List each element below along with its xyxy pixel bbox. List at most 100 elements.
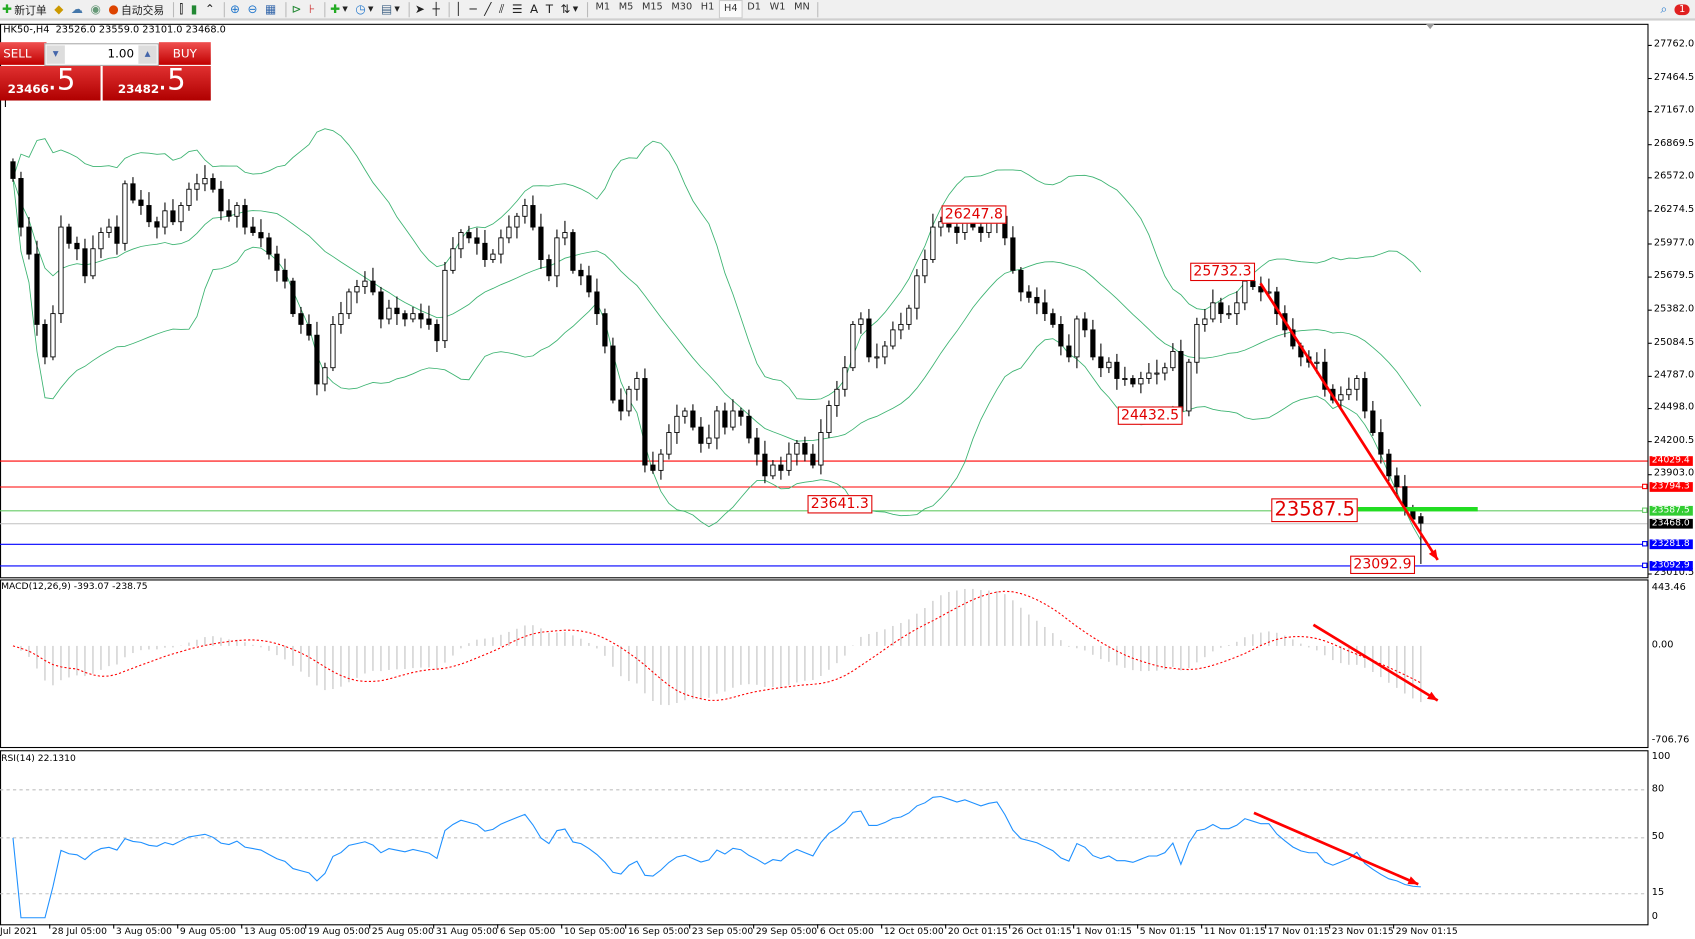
candle <box>930 213 936 263</box>
candle <box>810 444 816 469</box>
timeframe-w1[interactable]: W1 <box>769 2 786 13</box>
timeframe-d1[interactable]: D1 <box>747 2 761 13</box>
candle <box>658 449 664 480</box>
timeframe-m15[interactable]: M15 <box>641 2 663 13</box>
time-axis-label: 20 Oct 01:15 <box>947 926 1008 938</box>
bull-candle-body <box>106 226 112 233</box>
candle <box>866 308 872 363</box>
new-order-button[interactable]: ✚ 新订单 <box>0 1 49 18</box>
text-button[interactable]: A <box>528 1 540 18</box>
time-axis-label: 19 Aug 05:00 <box>307 926 370 938</box>
bear-candle-body <box>394 307 400 315</box>
candle <box>1386 449 1392 482</box>
lot-size-field[interactable]: ▼ 1.00 ▲ <box>44 43 159 66</box>
separator <box>284 1 286 17</box>
sell-button[interactable]: SELL <box>0 42 47 65</box>
bear-candle-body <box>1090 329 1096 358</box>
timeframe-m30[interactable]: M30 <box>671 2 693 13</box>
lot-decrease-button[interactable]: ▼ <box>46 45 65 64</box>
lot-increase-button[interactable]: ▲ <box>138 45 157 64</box>
templates-button[interactable]: ▤ ▾ <box>380 1 400 16</box>
text-label-button[interactable]: T <box>544 1 556 18</box>
cursor-button[interactable]: ➤ <box>413 1 427 18</box>
bull-candle-body <box>490 253 496 260</box>
line-chart-button[interactable]: ⌃ <box>203 1 217 18</box>
bear-candle-body <box>1114 361 1120 379</box>
candle <box>602 308 608 354</box>
candle <box>154 216 160 239</box>
bear-candle-body <box>866 318 872 358</box>
timeframe-h1[interactable]: H1 <box>700 2 715 13</box>
main-pane-frame <box>0 23 1649 579</box>
candle <box>434 319 440 353</box>
arrows-button[interactable]: ⇅ ▾ <box>560 1 579 16</box>
candle <box>466 225 472 244</box>
lot-value[interactable]: 1.00 <box>107 46 135 61</box>
sell-price[interactable]: 23466 .5 <box>0 63 101 101</box>
bull-candle-body <box>338 313 344 325</box>
time-axis-label: 23 Sep 05:00 <box>691 926 754 938</box>
zoom-in-button[interactable]: ⊕ <box>228 1 242 18</box>
search-button[interactable]: ⌕ <box>1658 1 1669 18</box>
auto-trading-button[interactable]: ● 自动交易 <box>106 1 166 18</box>
candle-chart-button[interactable]: ▮ <box>189 1 200 18</box>
bull-candle-body <box>1138 378 1144 385</box>
candle <box>1082 312 1088 338</box>
price-annotation: 23587.5 <box>1271 498 1359 523</box>
fibonacci-button[interactable]: ☰ <box>510 1 525 18</box>
separator <box>172 1 174 17</box>
channel-button[interactable]: ⫽ <box>497 1 507 18</box>
auto-scroll-icon: ⊳ <box>291 1 302 16</box>
candle <box>258 219 264 248</box>
buy-button[interactable]: BUY <box>158 42 211 65</box>
crosshair-button[interactable]: ┼ <box>430 1 441 18</box>
timeframe-m5[interactable]: M5 <box>618 2 634 13</box>
bear-candle-body <box>1394 475 1400 488</box>
timeframe-mn[interactable]: MN <box>794 2 810 13</box>
market-button[interactable]: ◉ <box>88 1 103 18</box>
tile-windows-button[interactable]: ▦ <box>263 1 279 18</box>
bull-candle-body <box>554 237 560 277</box>
candle <box>698 417 704 453</box>
vertical-line-button[interactable]: │ <box>453 1 464 18</box>
bear-candle-body <box>378 291 384 320</box>
chart-shift-button[interactable]: ⊦ <box>307 1 318 18</box>
level-handle <box>1642 562 1648 569</box>
candle <box>1394 467 1400 498</box>
chart-canvas[interactable] <box>0 21 1695 939</box>
candle <box>850 321 856 372</box>
candle <box>1122 366 1128 386</box>
trendline-button[interactable]: ╱ <box>482 1 493 18</box>
signals-button[interactable]: ☁ <box>69 1 85 18</box>
vertical-line-icon: │ <box>454 1 462 16</box>
candle <box>722 402 728 435</box>
sell-price-fraction: .5 <box>47 63 76 98</box>
bear-candle-body <box>306 323 312 336</box>
level-handle <box>1642 507 1648 513</box>
candle <box>138 190 144 215</box>
price-annotation: 23641.3 <box>807 495 873 514</box>
bar-chart-button[interactable]: ⫿ <box>177 1 185 18</box>
candle <box>882 340 888 365</box>
buy-price[interactable]: 23482 .5 <box>102 64 211 101</box>
bear-candle-body <box>722 410 728 428</box>
auto-scroll-button[interactable]: ⊳ <box>289 1 303 18</box>
zoom-out-button[interactable]: ⊖ <box>245 1 259 18</box>
level-price-tag: 23794.3 <box>1649 481 1693 492</box>
horizontal-line-button[interactable]: ─ <box>467 1 478 18</box>
indicators-button[interactable]: ✚ ▾ <box>330 1 348 16</box>
bear-candle-body <box>538 226 544 260</box>
notifications-button[interactable]: 1 <box>1673 1 1692 18</box>
bull-candle-body <box>938 221 944 228</box>
history-button[interactable]: ◆ <box>52 1 65 18</box>
timeframe-m1[interactable]: M1 <box>595 2 611 13</box>
candle <box>794 440 800 466</box>
candle <box>690 404 696 431</box>
bull-candle-body <box>450 248 456 271</box>
bull-candle-body <box>58 226 64 315</box>
candle <box>714 405 720 450</box>
price-axis-label: 25084.5 <box>1653 336 1695 348</box>
timeframe-h4[interactable]: H4 <box>718 0 743 19</box>
candle <box>1346 377 1352 401</box>
periods-button[interactable]: ◷ ▾ <box>355 1 374 16</box>
